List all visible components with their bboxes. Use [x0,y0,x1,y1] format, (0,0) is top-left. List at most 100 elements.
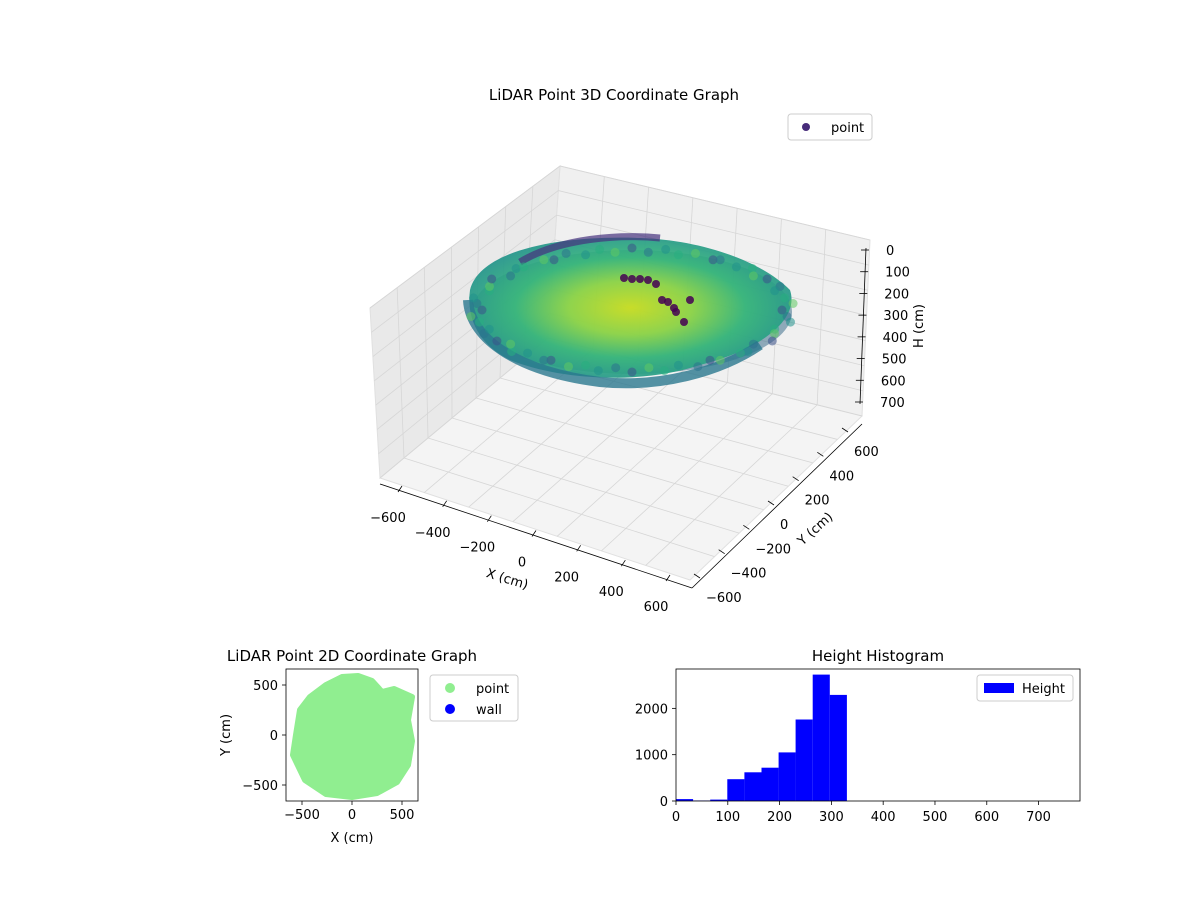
x-tick-label-2d: −500 [284,808,320,823]
cloud-dot [661,244,671,254]
x-tick-label-3d: −200 [459,541,495,556]
legend-2d-wall-marker [445,704,455,714]
cloud-dot [593,366,603,376]
histogram-bar [829,694,847,801]
chart-histogram: Height Histogram 0 100 200 300 400 500 600 7000… [635,647,1081,825]
x-tick-3d [665,574,671,582]
y-axis-label-2d: Y (cm) [219,714,234,757]
cloud-dot [748,271,758,281]
x-tick-3d [442,500,447,508]
cloud-dot [539,255,549,265]
grid-line [371,190,559,333]
x-tick-label-3d: 400 [599,585,624,600]
cloud-dot [643,247,653,257]
x-tick-3d [397,485,403,493]
cloud-dot [788,299,798,308]
cloud-dot [466,312,476,321]
x-tick-label-hist: 200 [767,810,792,825]
grid-line [556,382,728,537]
cloud-dot [747,264,757,273]
cloud-dot [595,244,605,254]
cloud-dot-dark [686,296,694,304]
y-tick-3d [817,452,824,457]
y-tick-3d [718,549,725,554]
cloud-dot [546,355,556,365]
grid-line [559,165,871,241]
cloud-dot [549,255,559,265]
y-tick-label-3d: −400 [731,567,767,582]
cloud-dot-dark [670,304,678,312]
x-tick-label-hist: 100 [715,810,740,825]
plot-area-histogram [675,668,1081,802]
histogram-bar [812,674,830,801]
cloud-dot [506,271,516,281]
histogram-bar [795,719,813,801]
grid-line [403,457,715,557]
z-tick-label-3d: 700 [880,396,905,411]
legend-3d-frame [787,113,873,141]
cloud-dot [561,248,571,258]
cloud-dot [627,367,637,377]
x-tick-label-2d: 0 [348,808,356,823]
cloud-dot-dark [628,275,636,283]
x-tick-label-3d: −600 [370,511,406,526]
legend-histogram-swatch [984,683,1014,693]
cloud-dot [691,248,700,258]
z-axis-line [859,247,867,405]
x-tick-label-3d: 600 [644,600,669,615]
grid-line [512,371,683,523]
z-tick-label-3d: 500 [882,353,907,368]
grid-line [451,247,453,419]
x-tick-label-hist: 300 [819,810,844,825]
histogram-bar [744,772,762,801]
x-tick-3d [531,530,537,537]
y-tick-label-3d: −600 [706,591,742,606]
legend-histogram-label: Height [1022,682,1065,697]
z-tick-label-3d: 300 [883,309,908,324]
y-tick-label-2d: 500 [253,679,278,694]
x-tick-label-3d: −400 [415,526,451,541]
x-tick-label-hist: 500 [923,810,948,825]
cloud-dot [767,336,777,346]
cloud-bowl [469,237,792,378]
y-tick-3d [743,525,750,530]
cloud-dot [693,362,703,372]
histogram-bar [727,779,745,801]
y-tick-3d [693,573,701,579]
cloud-dot [735,348,745,358]
grid-line [816,229,827,405]
y-tick-3d [841,427,849,433]
cloud-dot [611,363,621,373]
legend-3d: point [787,113,873,141]
y-tick-3d [792,476,799,481]
x-axis-label-2d: X (cm) [331,831,374,846]
cloud-dot [770,329,779,339]
grid-line [499,377,813,464]
cloud-dot [469,293,478,303]
y-axis-line [691,423,863,589]
ticks-histogram: 0 100 200 300 400 500 600 700 0 1000 2000 [635,702,1051,825]
legend-3d-label: point [831,121,864,136]
cloud-dot [485,281,494,291]
cloud-dot [474,317,484,327]
grid-line [451,417,764,511]
y-axis-label-3d: Y (cm) [794,510,836,550]
cloud-dot-dark [644,276,652,284]
y-tick-label-hist: 1000 [635,749,668,764]
cloud-dot-dark [636,275,644,283]
x-tick-label-hist: 600 [974,810,999,825]
y-tick-label-hist: 2000 [635,702,668,717]
cloud-dot [659,366,669,376]
z-axis-label-3d: H (cm) [912,304,927,348]
legend-3d-marker [802,123,810,131]
grid-line [558,190,869,266]
x-ticks-3d: −600 −400 −200 0 200 400 600 [370,485,671,615]
z-ticks-3d: 0 100 200 300 400 500 600 700 [855,244,910,411]
chart-2d: LiDAR Point 2D Coordinate Graph −500 0 500… [219,647,519,846]
legend-2d-wall-label: wall [476,703,502,718]
grid-line [423,267,429,439]
legend-2d-point-label: point [476,682,509,697]
cloud-dot [715,255,725,265]
y-tick-label-3d: 0 [780,518,788,533]
